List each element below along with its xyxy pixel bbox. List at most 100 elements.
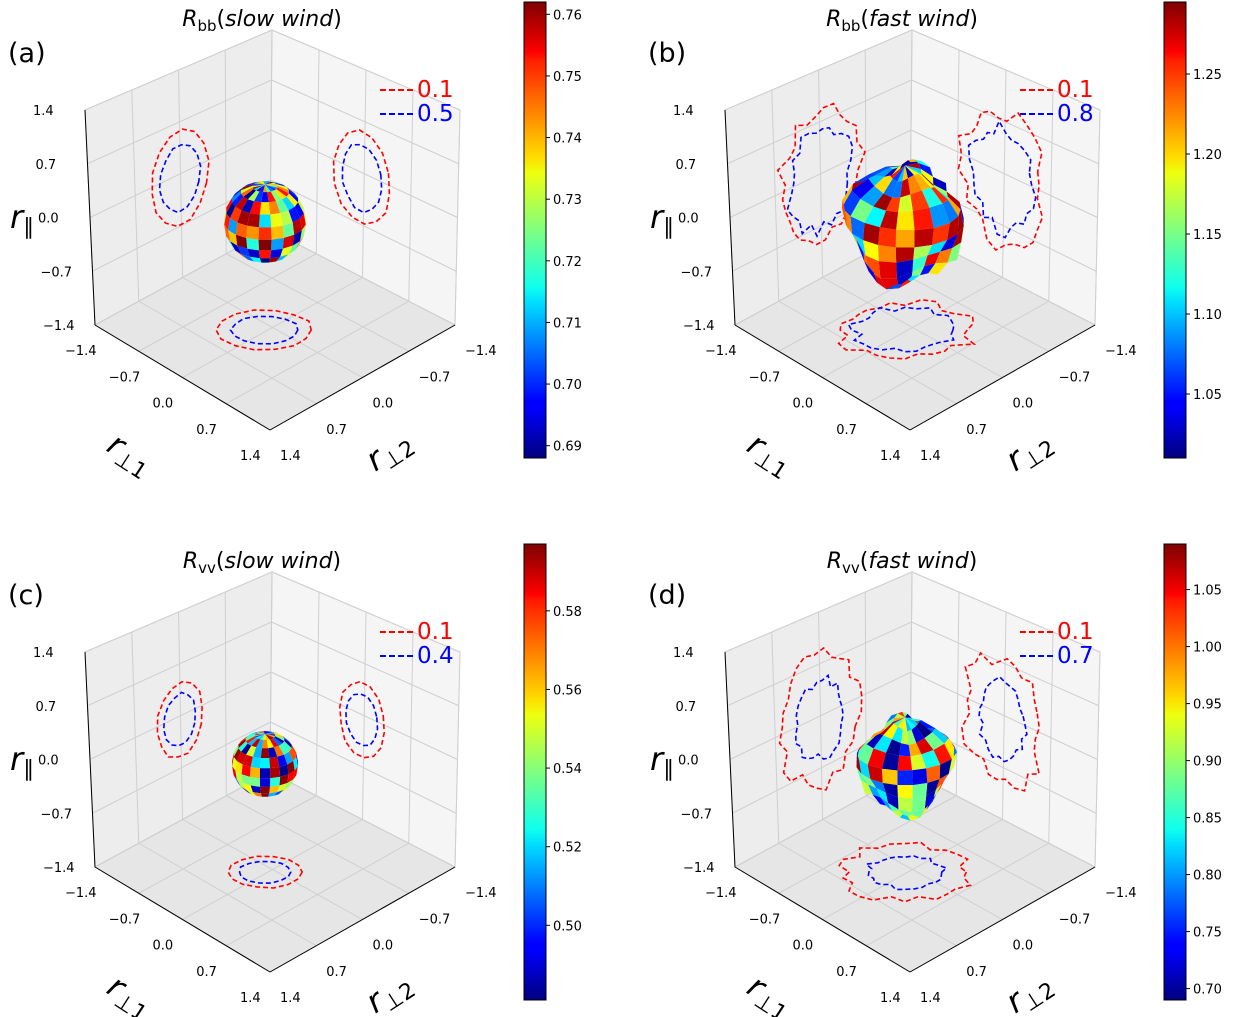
sphere-patch [280,245,293,257]
contour-left-wall-outer [778,646,863,791]
grid-line [1002,611,1007,820]
sphere-patch [893,717,905,727]
sphere [232,731,298,797]
sphere-patch [883,717,895,730]
sphere-patch [232,190,241,203]
sphere-patch [924,251,941,267]
sphere-patch [863,222,880,245]
y-tick-label: −0.7 [419,912,451,927]
sphere-patch [247,732,258,736]
axis-line [909,866,1096,973]
sphere-patch [269,731,279,734]
sphere-patch [252,184,265,188]
sphere-patch [907,729,917,745]
sphere-patch [272,737,283,746]
sphere-patch [936,778,946,794]
sphere-patch [257,731,265,734]
sphere-patch [933,743,952,765]
x-tick-label: 0.0 [153,397,174,412]
grid-line [269,771,456,868]
colorbar-tick-label: 0.52 [553,841,582,856]
sphere-patch [277,754,288,767]
sphere-patch [235,770,243,783]
grid-line [727,79,912,165]
z-tick-label: −1.4 [43,319,75,334]
sphere-patch [243,182,256,188]
sphere-patch [933,176,947,192]
sphere-patch [272,732,283,736]
sphere-patch [916,738,934,755]
sphere-patch [282,735,292,745]
colorbar-tick-label: 0.71 [553,316,582,331]
y-tick-label: 0.7 [966,423,987,438]
sphere-patch [258,214,272,228]
axis-line [724,109,736,326]
sphere-patch [927,240,947,256]
sphere-patch [899,743,911,757]
grid-line [727,621,912,707]
colorbar-tick-label: 1.05 [1193,388,1222,403]
sphere-patch [868,784,881,798]
sphere-patch [952,226,964,248]
sphere-patch [880,797,892,811]
sphere-patch [867,764,883,783]
title-symbol: R [826,7,841,32]
sphere-patch [259,181,265,185]
grid-line [226,842,409,947]
sphere-patch [226,197,232,214]
sphere-patch [263,734,267,740]
sphere-patch [238,741,248,752]
colorbar [1163,543,1187,1001]
z-axis-label-sub: ∥ [663,757,674,782]
sphere-patch [282,741,292,752]
sphere-patch [866,733,884,749]
sphere-patch [883,178,898,198]
sphere-patch [233,775,241,787]
sphere-patch [237,245,250,257]
x-tick-label: 1.4 [240,449,261,464]
z-axis-label: r∥ [650,198,674,240]
sphere-patch [280,210,293,226]
sphere-patch [252,792,262,797]
sphere-patch [259,202,271,215]
sphere-patch [260,734,265,740]
sphere-patch [277,185,289,194]
sphere-patch [270,190,283,202]
sphere-patch [857,741,867,760]
sphere-patch [257,734,265,740]
sphere-patch [918,163,933,177]
sphere-patch [236,779,246,790]
sphere-patch [224,207,227,225]
sphere-patch [274,189,287,200]
colorbar [523,543,547,1001]
sphere-patch [933,184,948,197]
sphere-patch [282,222,295,238]
sphere-patch [270,181,283,185]
sphere-patch [935,248,953,264]
sphere-patch [892,165,905,182]
sphere-patch [269,756,280,769]
title-paren-close: ) [969,549,978,574]
sphere-patch [870,729,884,739]
z-tick-label: 0.0 [678,212,699,227]
sphere-patch [254,734,265,737]
grid-line [182,819,363,920]
sphere-patch [913,245,932,260]
grid-line [818,611,823,820]
sphere-patch [249,256,262,263]
sphere-patch [885,739,901,756]
contour-floor-outer [837,298,977,360]
sphere-patch [914,159,930,168]
sphere-patch [902,717,908,732]
sphere-patch [249,767,260,779]
contour-right-wall-inner [967,119,1037,239]
sphere-patch [900,814,911,821]
x-tick-label: −1.4 [705,344,737,359]
sphere-patch [876,788,888,803]
sphere-patch [224,213,230,231]
z-axis-label-main: r [650,740,665,778]
grid-line [909,771,1096,868]
sphere-patch [856,753,862,774]
sphere-patch [270,213,283,228]
sphere-patch [260,748,270,758]
